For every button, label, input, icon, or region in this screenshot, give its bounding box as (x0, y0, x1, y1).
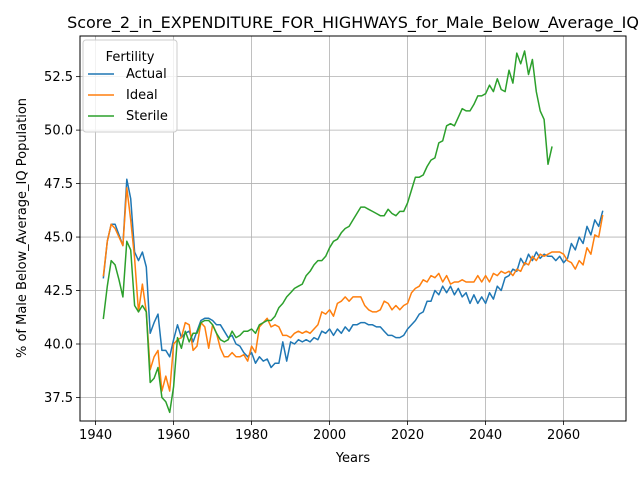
legend-label-ideal: Ideal (126, 88, 158, 103)
legend: Fertility Actual Ideal Sterile (82, 39, 178, 133)
x-tick-label: 1940 (79, 428, 112, 443)
y-axis-label: % of Male Below_Average_IQ Population (15, 98, 30, 358)
y-tick-label: 47.5 (44, 177, 73, 192)
grid (80, 36, 626, 421)
y-tick-label: 50.0 (44, 124, 73, 139)
y-tick-label: 40.0 (44, 338, 73, 353)
legend-entries: Actual Ideal Sterile (88, 67, 168, 124)
y-tick-label: 42.5 (44, 284, 73, 299)
x-axis-label: Years (335, 451, 371, 466)
y-tick-label: 45.0 (44, 231, 73, 246)
legend-label-actual: Actual (126, 67, 167, 82)
y-tick-label: 52.5 (44, 70, 73, 85)
chart-title: Score_2_in_EXPENDITURE_FOR_HIGHWAYS_for_… (67, 13, 639, 33)
axis-ticks: 1940 1960 1980 2000 2020 2040 2060 37.5 40.0 42.5… (44, 70, 580, 443)
series-line-ideal (102, 187, 604, 392)
series-line-sterile (102, 50, 553, 414)
y-tick-label: 37.5 (44, 391, 73, 406)
x-tick-label: 2040 (469, 428, 502, 443)
legend-box (82, 39, 178, 133)
x-tick-label: 2060 (547, 428, 580, 443)
plot-frame (79, 35, 627, 422)
legend-label-sterile: Sterile (126, 109, 168, 124)
legend-title: Fertility (106, 50, 155, 65)
x-tick-label: 1960 (157, 428, 190, 443)
x-tick-label: 1980 (235, 428, 268, 443)
x-tick-label: 2000 (313, 428, 346, 443)
plot-lines (102, 50, 604, 414)
x-tick-label: 2020 (391, 428, 424, 443)
